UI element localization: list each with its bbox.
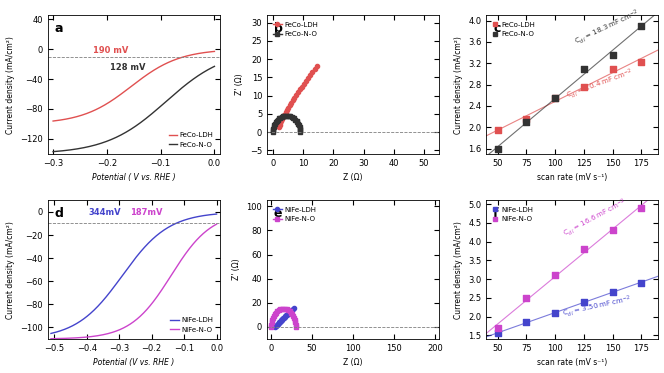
Legend: NiFe-LDH, NiFe-N-O: NiFe-LDH, NiFe-N-O	[270, 204, 319, 225]
Point	[608, 52, 618, 58]
X-axis label: Potential (V vs. RHE ): Potential (V vs. RHE )	[93, 358, 175, 367]
Point	[521, 116, 532, 122]
Text: 128 mV: 128 mV	[110, 63, 145, 72]
Point	[578, 84, 589, 90]
Legend: NiFe-LDH, NiFe-N-O: NiFe-LDH, NiFe-N-O	[490, 204, 536, 225]
Text: 187mV: 187mV	[131, 209, 163, 217]
Point	[578, 246, 589, 252]
Point	[608, 289, 618, 295]
X-axis label: Z (Ω): Z (Ω)	[343, 173, 363, 182]
Y-axis label: Z' (Ω): Z' (Ω)	[235, 74, 244, 95]
Point	[493, 127, 503, 133]
Legend: NiFe-LDH, NiFe-N-O: NiFe-LDH, NiFe-N-O	[168, 314, 216, 336]
Point	[521, 119, 532, 125]
Text: c: c	[493, 22, 501, 35]
Point	[608, 66, 618, 72]
X-axis label: Z (Ω): Z (Ω)	[343, 358, 363, 367]
Legend: FeCo-LDH, FeCo-N-O: FeCo-LDH, FeCo-N-O	[166, 129, 216, 151]
Legend: FeCo-LDH, FeCo-N-O: FeCo-LDH, FeCo-N-O	[270, 19, 321, 40]
Point	[550, 310, 560, 316]
Y-axis label: Current density (mA/cm²): Current density (mA/cm²)	[454, 36, 463, 134]
Point	[550, 95, 560, 101]
Y-axis label: Current density (mA/cm²): Current density (mA/cm²)	[5, 221, 15, 319]
Point	[493, 330, 503, 336]
Text: 344mV: 344mV	[88, 209, 121, 217]
Point	[578, 66, 589, 72]
Point	[493, 146, 503, 152]
Y-axis label: Current density (mA/cm²): Current density (mA/cm²)	[5, 36, 15, 134]
Text: C$_{dl}$ = 10.4 mF cm$^{-2}$: C$_{dl}$ = 10.4 mF cm$^{-2}$	[564, 66, 635, 102]
Text: C$_{dl}$ = 18.3 mF cm$^{-2}$: C$_{dl}$ = 18.3 mF cm$^{-2}$	[572, 7, 641, 48]
Point	[521, 319, 532, 325]
Text: C$_{dl}$ = 16.6 mF cm$^{-2}$: C$_{dl}$ = 16.6 mF cm$^{-2}$	[561, 195, 629, 239]
Point	[636, 280, 647, 286]
Point	[636, 23, 647, 29]
Text: a: a	[54, 22, 63, 35]
Text: 190 mV: 190 mV	[94, 46, 129, 55]
X-axis label: Potential ( V vs. RHE ): Potential ( V vs. RHE )	[92, 173, 175, 182]
Point	[608, 227, 618, 233]
Text: d: d	[54, 207, 64, 220]
Text: C$_{dl}$ = 3.50 mF cm$^{-2}$: C$_{dl}$ = 3.50 mF cm$^{-2}$	[561, 294, 632, 320]
Text: f: f	[493, 207, 499, 220]
Point	[550, 272, 560, 278]
Point	[521, 295, 532, 301]
Point	[636, 205, 647, 211]
Point	[636, 59, 647, 65]
Y-axis label: Z' (Ω): Z' (Ω)	[232, 259, 241, 280]
Text: e: e	[274, 207, 282, 220]
Point	[578, 298, 589, 304]
X-axis label: scan rate (mV s⁻¹): scan rate (mV s⁻¹)	[537, 358, 608, 367]
Text: b: b	[274, 22, 283, 35]
X-axis label: scan rate (mV s⁻¹): scan rate (mV s⁻¹)	[537, 173, 608, 182]
Legend: FeCo-LDH, FeCo-N-O: FeCo-LDH, FeCo-N-O	[490, 19, 538, 40]
Point	[493, 325, 503, 331]
Point	[550, 95, 560, 101]
Y-axis label: Current density (mA/cm²): Current density (mA/cm²)	[454, 221, 463, 319]
